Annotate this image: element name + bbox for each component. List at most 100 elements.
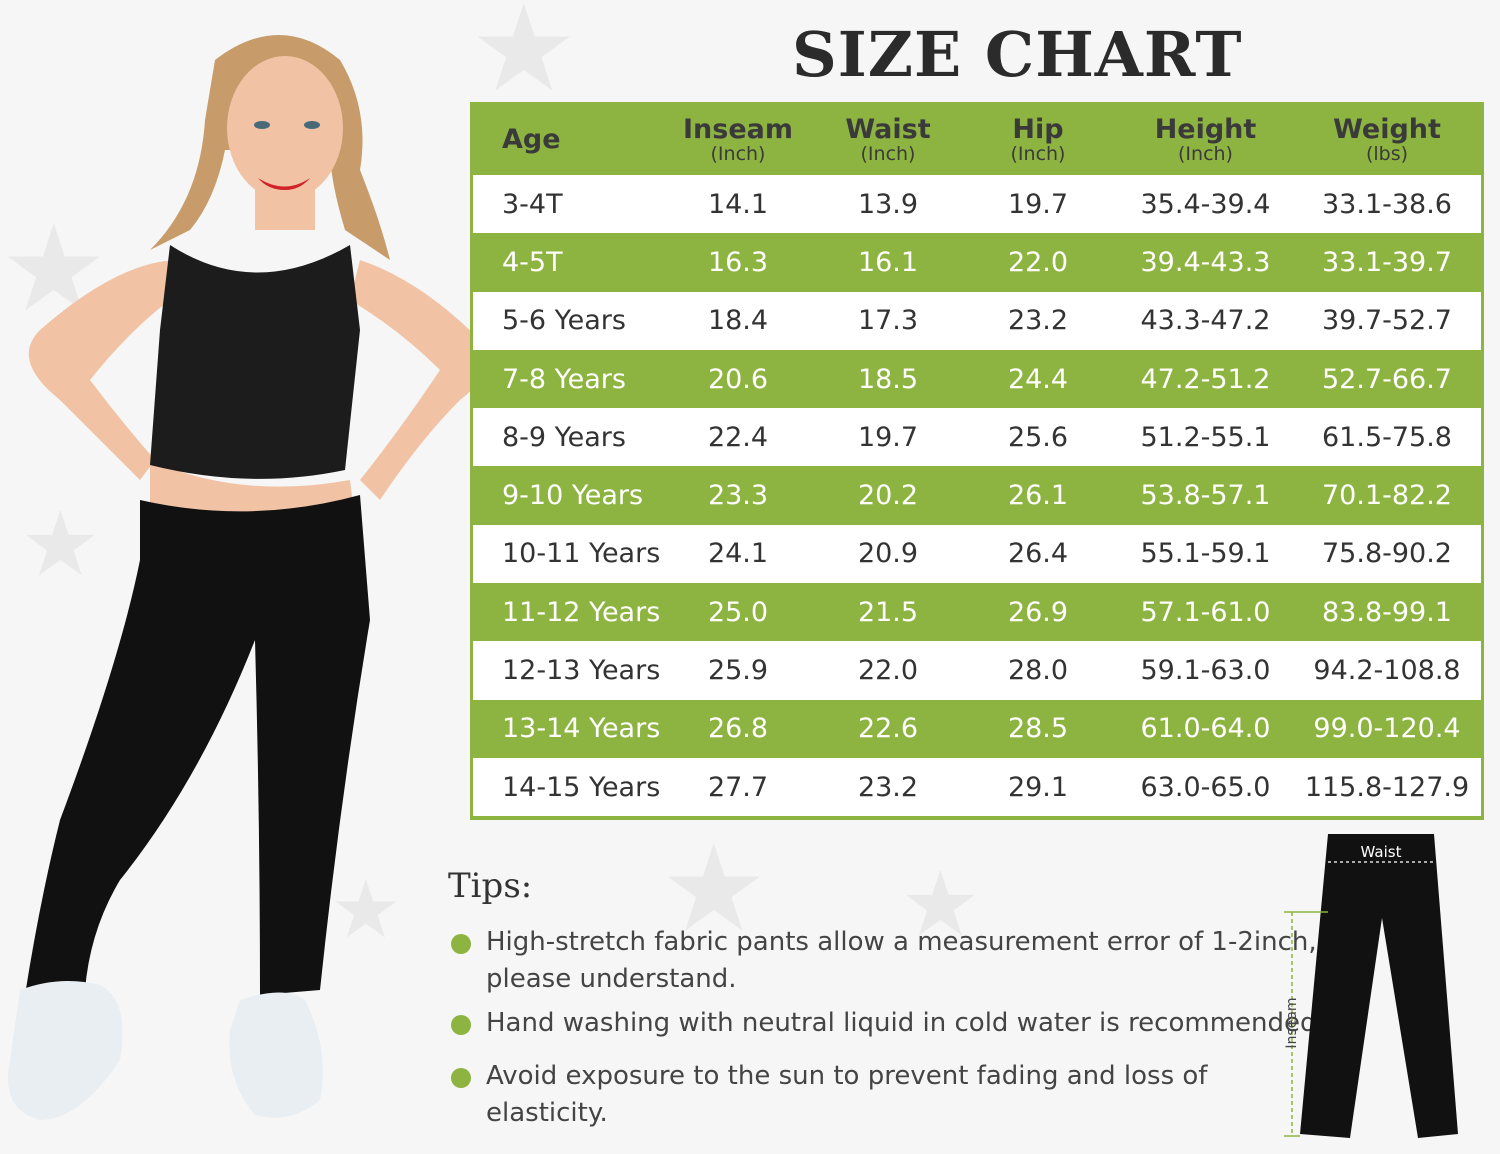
cell-hip: 19.7	[1007, 188, 1069, 220]
background-star-icon: ★	[20, 492, 101, 597]
cell-hip: 29.1	[1007, 771, 1069, 803]
table-row: 9-10 Years 23.3 20.2 26.1 53.8-57.1 70.1…	[473, 466, 1481, 525]
header-label: Hip	[1012, 114, 1064, 145]
cell-hip: 28.5	[1007, 713, 1069, 745]
cell-height: 55.1-59.1	[1140, 538, 1271, 570]
cell-waist: 22.0	[857, 655, 919, 687]
header-unit: (Inch)	[710, 143, 766, 165]
header-waist: Waist (Inch)	[813, 105, 963, 175]
tips-title: Tips:	[448, 866, 533, 906]
cell-inseam: 20.6	[707, 363, 769, 395]
cell-hip: 24.4	[1007, 363, 1069, 395]
header-weight: Weight (lbs)	[1293, 105, 1481, 175]
table-row: 4-5T 16.3 16.1 22.0 39.4-43.3 33.1-39.7	[473, 233, 1481, 292]
pants-diagram: Waist Inseam	[1284, 834, 1458, 1138]
table-row: 12-13 Years 25.9 22.0 28.0 59.1-63.0 94.…	[473, 641, 1481, 700]
cell-weight: 99.0-120.4	[1313, 713, 1461, 745]
cell-weight: 61.5-75.8	[1322, 421, 1452, 453]
header-height: Height (Inch)	[1128, 105, 1283, 175]
background-star-icon: ★	[330, 863, 402, 956]
tip-line: High-stretch fabric pants allow a measur…	[486, 927, 1317, 957]
table-row: 14-15 Years 27.7 23.2 29.1 63.0-65.0 115…	[473, 758, 1481, 817]
table-row: 7-8 Years 20.6 18.5 24.4 47.2-51.2 52.7-…	[473, 349, 1481, 409]
header-label: Age	[502, 124, 561, 155]
header-hip: Hip (Inch)	[973, 105, 1103, 175]
header-label: Inseam	[682, 114, 793, 145]
cell-hip: 23.2	[1007, 305, 1069, 337]
cell-inseam: 14.1	[707, 188, 769, 220]
tip-line: Hand washing with neutral liquid in cold…	[486, 1008, 1325, 1038]
cell-age: 14-15 Years	[502, 771, 661, 803]
cell-height: 61.0-64.0	[1140, 713, 1271, 745]
bullet-icon	[451, 1068, 471, 1088]
cell-hip: 26.4	[1007, 538, 1069, 570]
cell-age: 7-8 Years	[502, 363, 626, 395]
cell-waist: 20.2	[857, 480, 919, 512]
page-title: SIZE CHART	[792, 18, 1243, 91]
cell-inseam: 26.8	[707, 713, 769, 745]
tip-item: Hand washing with neutral liquid in cold…	[486, 1005, 1325, 1042]
tip-line: please understand.	[486, 964, 737, 994]
header-unit: (Inch)	[1010, 143, 1066, 165]
cell-weight: 33.1-39.7	[1322, 246, 1452, 278]
table-row: 8-9 Years 22.4 19.7 25.6 51.2-55.1 61.5-…	[473, 408, 1481, 467]
cell-age: 4-5T	[502, 246, 563, 278]
tip-line: elasticity.	[486, 1098, 608, 1128]
cell-height: 57.1-61.0	[1140, 596, 1271, 628]
cell-hip: 25.6	[1007, 421, 1069, 453]
table-row: 13-14 Years 26.8 22.6 28.5 61.0-64.0 99.…	[473, 699, 1481, 758]
cell-inseam: 27.7	[707, 771, 769, 803]
cell-age: 9-10 Years	[502, 480, 644, 512]
header-unit: (Inch)	[1178, 143, 1233, 165]
bullet-icon	[451, 934, 471, 954]
cell-hip: 28.0	[1007, 655, 1069, 687]
cell-weight: 70.1-82.2	[1322, 480, 1452, 512]
cell-height: 51.2-55.1	[1140, 421, 1271, 453]
cell-hip: 26.1	[1007, 480, 1069, 512]
cell-height: 53.8-57.1	[1140, 480, 1271, 512]
background-star-icon: ★	[660, 820, 768, 959]
header-unit: (lbs)	[1365, 143, 1409, 165]
header-label: Height	[1154, 114, 1257, 145]
cell-age: 10-11 Years	[502, 538, 661, 570]
cell-age: 13-14 Years	[502, 713, 661, 745]
cell-inseam: 16.3	[707, 246, 769, 278]
cell-age: 11-12 Years	[502, 596, 661, 628]
cell-inseam: 25.0	[707, 596, 769, 628]
cell-waist: 23.2	[857, 771, 919, 803]
model-photo	[8, 35, 470, 1120]
cell-waist: 17.3	[857, 305, 919, 337]
cell-height: 39.4-43.3	[1140, 246, 1271, 278]
cell-weight: 83.8-99.1	[1322, 596, 1452, 628]
cell-hip: 26.9	[1007, 596, 1069, 628]
cell-waist: 20.9	[857, 538, 919, 570]
cell-waist: 22.6	[857, 713, 919, 745]
cell-waist: 21.5	[857, 596, 919, 628]
tip-item: High-stretch fabric pants allow a measur…	[486, 924, 1317, 998]
tip-line: Avoid exposure to the sun to prevent fad…	[486, 1061, 1208, 1091]
header-inseam: Inseam (Inch)	[678, 105, 798, 175]
cell-inseam: 25.9	[707, 655, 769, 687]
table-row: 3-4T 14.1 13.9 19.7 35.4-39.4 33.1-38.6	[473, 175, 1481, 234]
cell-weight: 94.2-108.8	[1313, 655, 1461, 687]
cell-inseam: 24.1	[707, 538, 769, 570]
table-header: Age Inseam (Inch) Waist (Inch) Hip (Inch…	[473, 105, 1481, 175]
cell-height: 59.1-63.0	[1140, 655, 1271, 687]
inseam-label: Inseam	[1284, 997, 1300, 1048]
cell-waist: 18.5	[857, 363, 919, 395]
cell-height: 47.2-51.2	[1140, 363, 1271, 395]
table-row: 5-6 Years 18.4 17.3 23.2 43.3-47.2 39.7-…	[473, 291, 1481, 350]
cell-weight: 52.7-66.7	[1322, 363, 1452, 395]
cell-inseam: 23.3	[707, 480, 769, 512]
cell-height: 35.4-39.4	[1140, 188, 1271, 220]
cell-weight: 33.1-38.6	[1322, 188, 1452, 220]
cell-weight: 115.8-127.9	[1304, 771, 1470, 803]
background-star-icon: ★	[900, 852, 981, 957]
size-chart-table: Age Inseam (Inch) Waist (Inch) Hip (Inch…	[470, 102, 1484, 820]
cell-height: 63.0-65.0	[1140, 771, 1271, 803]
bullet-icon	[451, 1015, 471, 1035]
cell-height: 43.3-47.2	[1140, 305, 1271, 337]
waist-label: Waist	[1361, 843, 1402, 861]
cell-weight: 75.8-90.2	[1322, 538, 1452, 570]
background-star-icon: ★	[470, 0, 578, 119]
